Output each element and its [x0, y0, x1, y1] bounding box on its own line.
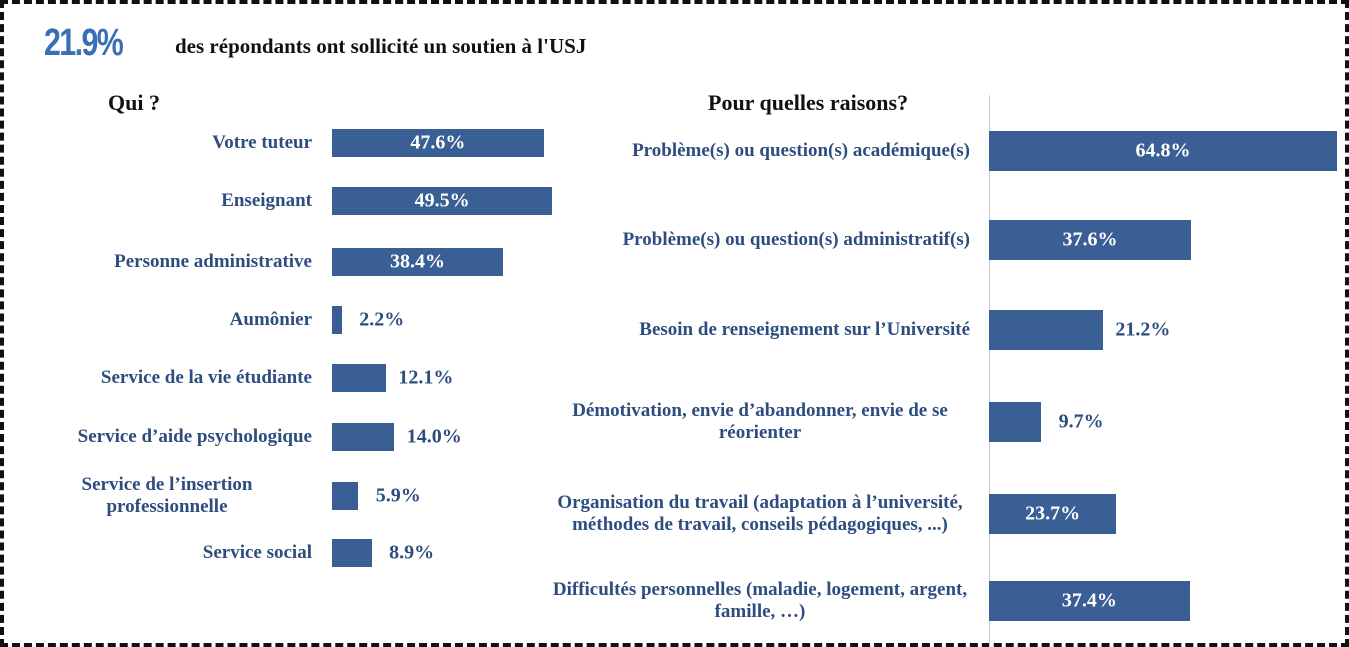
category-label-box: Service de l’insertion professionnelle	[22, 456, 312, 536]
value-label: 37.6%	[1062, 228, 1118, 251]
category-label: Service de la vie étudiante	[100, 367, 312, 388]
category-label: Enseignant	[221, 190, 312, 211]
category-label-box: Service social	[22, 513, 312, 593]
category-label-box: Aumônier	[22, 280, 312, 360]
axis-line	[989, 95, 990, 647]
category-label: Problème(s) ou question(s) administratif…	[622, 229, 970, 250]
value-label: 2.2%	[359, 308, 405, 331]
category-label: Service social	[202, 542, 312, 563]
category-label-box: Service de la vie étudiante	[22, 338, 312, 418]
bar	[332, 306, 342, 334]
value-label: 37.4%	[1061, 589, 1117, 612]
category-label: Organisation du travail (adaptation à l’…	[557, 492, 963, 535]
category-label-box: Service d’aide psychologique	[22, 397, 312, 477]
value-label: 38.4%	[389, 250, 445, 273]
value-label: 5.9%	[375, 484, 421, 507]
category-label-box: Problème(s) ou question(s) académique(s)	[550, 111, 970, 191]
bar	[332, 423, 395, 451]
category-label: Personne administrative	[114, 251, 312, 272]
category-label: Service de l’insertion professionnelle	[81, 474, 253, 517]
chart-title: Pour quelles raisons?	[708, 90, 909, 115]
value-label: 9.7%	[1058, 410, 1104, 433]
category-label-box: Difficultés personnelles (maladie, logem…	[550, 561, 970, 641]
highlight-number: 21.9%	[44, 22, 124, 64]
value-label: 8.9%	[389, 541, 435, 564]
value-label: 12.1%	[398, 366, 454, 389]
bar	[332, 364, 386, 392]
chart-title: Qui ?	[108, 90, 160, 115]
category-label: Aumônier	[229, 309, 312, 330]
bar	[989, 310, 1103, 350]
bar	[989, 220, 1191, 260]
bar	[989, 581, 1190, 621]
bar	[332, 539, 372, 567]
category-label: Service d’aide psychologique	[77, 426, 312, 447]
header-text: des répondants ont sollicité un soutien …	[175, 34, 587, 58]
bar	[332, 187, 553, 215]
category-label-box: Organisation du travail (adaptation à l’…	[550, 474, 970, 554]
bar	[332, 482, 359, 510]
category-label: Difficultés personnelles (maladie, logem…	[552, 579, 968, 622]
bar	[989, 131, 1337, 171]
category-label-box: Enseignant	[22, 161, 312, 241]
value-label: 14.0%	[406, 425, 462, 448]
value-label: 64.8%	[1135, 139, 1191, 162]
value-label: 47.6%	[410, 131, 466, 154]
value-label: 21.2%	[1115, 318, 1171, 341]
category-label-box: Personne administrative	[22, 222, 312, 302]
value-label: 23.7%	[1025, 502, 1081, 525]
value-label: 49.5%	[414, 189, 470, 212]
bar	[989, 494, 1117, 534]
bar	[332, 248, 503, 276]
category-label: Besoin de renseignement sur l’Université	[639, 319, 970, 340]
category-label-box: Besoin de renseignement sur l’Université	[550, 290, 970, 370]
bar	[989, 402, 1042, 442]
category-label-box: Démotivation, envie d’abandonner, envie …	[550, 382, 970, 462]
category-label: Votre tuteur	[212, 132, 312, 153]
category-label-box: Problème(s) ou question(s) administratif…	[550, 200, 970, 280]
category-label-box: Votre tuteur	[22, 103, 312, 183]
category-label: Problème(s) ou question(s) académique(s)	[632, 140, 970, 161]
category-label: Démotivation, envie d’abandonner, envie …	[572, 400, 948, 443]
bar	[332, 129, 544, 157]
